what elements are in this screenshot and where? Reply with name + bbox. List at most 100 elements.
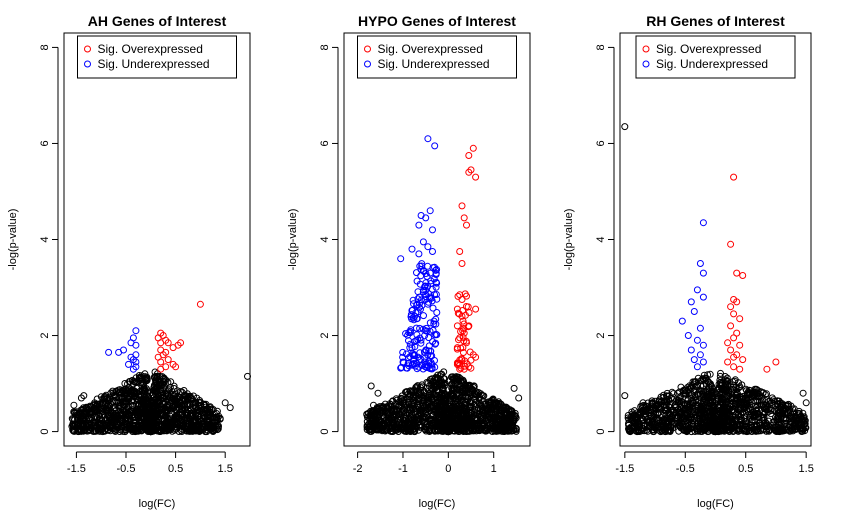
y-tick-label: 8 bbox=[319, 44, 331, 50]
ns-point bbox=[417, 384, 424, 392]
ns-point bbox=[91, 408, 99, 416]
data-point bbox=[426, 207, 434, 215]
ns-point bbox=[434, 427, 442, 435]
x-tick-label: -0.5 bbox=[117, 463, 136, 475]
chart-title: HYPO Genes of Interest bbox=[358, 13, 516, 29]
x-axis: -1.5 -0.5 0.5 1.5 bbox=[615, 451, 814, 475]
ns-point bbox=[446, 397, 454, 405]
data-point bbox=[799, 389, 807, 397]
ns-point bbox=[203, 417, 211, 425]
ns-point bbox=[140, 384, 148, 392]
data-point bbox=[739, 272, 747, 279]
panel-1: AH Genes of Interest-1.5 -0.5 0.5 1.5log(FC… bbox=[7, 13, 251, 510]
ns-point bbox=[103, 406, 111, 414]
ns-point bbox=[80, 413, 88, 421]
legend-marker bbox=[84, 45, 91, 53]
x-axis-label: log(FC) bbox=[697, 498, 734, 510]
ns-point bbox=[471, 393, 479, 401]
ns-point bbox=[418, 394, 426, 401]
ns-point bbox=[424, 379, 432, 387]
data-point bbox=[419, 238, 427, 246]
series-outliers bbox=[70, 372, 251, 412]
ns-point bbox=[501, 405, 509, 413]
ns-point bbox=[507, 413, 515, 420]
ns-point bbox=[184, 393, 192, 401]
data-point bbox=[125, 360, 132, 368]
ns-point bbox=[431, 393, 439, 401]
ns-point bbox=[170, 385, 178, 392]
ns-point bbox=[160, 416, 168, 424]
x-tick-label: -0.5 bbox=[676, 463, 695, 475]
data-point bbox=[127, 353, 135, 361]
ns-point bbox=[503, 406, 510, 413]
data-point bbox=[458, 202, 466, 210]
y-tick-label: 2 bbox=[595, 332, 607, 338]
ns-point bbox=[409, 419, 417, 427]
ns-point bbox=[486, 425, 494, 433]
ns-point bbox=[393, 406, 401, 414]
data-point bbox=[408, 245, 416, 253]
data-point bbox=[687, 298, 695, 306]
ns-point bbox=[425, 424, 433, 432]
ns-point bbox=[150, 387, 157, 394]
ns-point bbox=[440, 368, 448, 376]
ns-point bbox=[209, 418, 217, 426]
ns-point bbox=[160, 374, 168, 382]
ns-point bbox=[196, 425, 204, 433]
plot-frame bbox=[63, 32, 251, 447]
ns-point bbox=[374, 411, 382, 419]
data-point bbox=[763, 365, 771, 373]
ns-point bbox=[167, 419, 175, 427]
ns-point bbox=[442, 415, 450, 423]
ns-point bbox=[131, 393, 139, 401]
ns-point bbox=[87, 409, 95, 417]
ns-point bbox=[476, 393, 484, 401]
data-point bbox=[730, 334, 738, 342]
data-point bbox=[460, 214, 468, 222]
ns-point bbox=[408, 404, 416, 412]
data-point bbox=[696, 351, 704, 359]
ns-point bbox=[123, 419, 131, 427]
ns-point bbox=[460, 388, 468, 396]
ns-point bbox=[480, 413, 488, 420]
ns-point bbox=[133, 425, 141, 433]
data-point bbox=[736, 365, 744, 373]
x-tick-label: 0.5 bbox=[738, 463, 753, 475]
ns-point bbox=[135, 421, 143, 429]
y-tick-label: 8 bbox=[39, 44, 51, 50]
ns-point bbox=[191, 411, 199, 419]
ns-point bbox=[363, 411, 371, 419]
data-point bbox=[169, 344, 177, 352]
data-point bbox=[70, 401, 78, 409]
data-point bbox=[724, 339, 732, 347]
x-axis: -1.5 -0.5 0.5 1.5 bbox=[67, 451, 233, 475]
data-point bbox=[424, 243, 432, 251]
ns-point bbox=[207, 424, 215, 432]
y-tick-label: 0 bbox=[319, 429, 331, 435]
data-point bbox=[727, 346, 735, 354]
legend-marker bbox=[84, 60, 91, 68]
ns-point bbox=[153, 407, 161, 415]
under-point bbox=[429, 304, 437, 312]
data-point bbox=[515, 394, 523, 402]
ns-point bbox=[139, 398, 147, 406]
ns-point bbox=[122, 406, 130, 414]
ns-point bbox=[172, 397, 180, 405]
ns-point bbox=[119, 427, 127, 435]
data-point bbox=[727, 322, 735, 330]
ns-point bbox=[155, 415, 163, 423]
data-point bbox=[456, 248, 464, 255]
ns-point bbox=[159, 425, 167, 432]
plot-frame bbox=[619, 32, 812, 447]
y-tick-label: 2 bbox=[39, 332, 51, 338]
data-point bbox=[699, 293, 707, 301]
ns-point bbox=[77, 413, 85, 421]
data-point bbox=[733, 269, 741, 277]
ns-point bbox=[147, 425, 155, 433]
ns-point bbox=[488, 403, 495, 411]
ns-point bbox=[160, 384, 168, 392]
